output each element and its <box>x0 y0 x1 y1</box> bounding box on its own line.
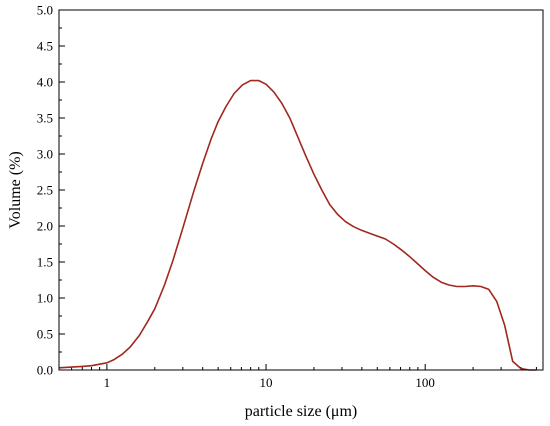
volume-distribution-line <box>59 81 536 370</box>
x-axis-title: particle size (μm) <box>245 403 358 420</box>
y-tick-label: 1.0 <box>37 291 53 306</box>
y-tick-label: 0.0 <box>37 363 53 378</box>
y-tick-label: 4.0 <box>37 75 53 90</box>
y-axis-title: Volume (%) <box>7 151 24 228</box>
y-tick-label: 0.5 <box>37 327 53 342</box>
y-tick-label: 2.0 <box>37 219 53 234</box>
plot-frame <box>59 10 543 370</box>
y-tick-label: 3.0 <box>37 147 53 162</box>
y-axis-ticks: 0.0 0.5 1.0 1.5 2.0 2.5 3.0 3.5 4.0 4.5 5.0 <box>37 3 65 378</box>
y-tick-label: 2.5 <box>37 183 53 198</box>
y-tick-label: 3.5 <box>37 111 53 126</box>
x-tick-label: 100 <box>415 375 435 390</box>
y-tick-label: 5.0 <box>37 3 53 18</box>
x-tick-label: 1 <box>104 375 111 390</box>
y-tick-label: 4.5 <box>37 39 53 54</box>
x-axis-ticks: 1 10 100 <box>72 364 537 390</box>
x-tick-label: 10 <box>260 375 273 390</box>
y-tick-label: 1.5 <box>37 255 53 270</box>
